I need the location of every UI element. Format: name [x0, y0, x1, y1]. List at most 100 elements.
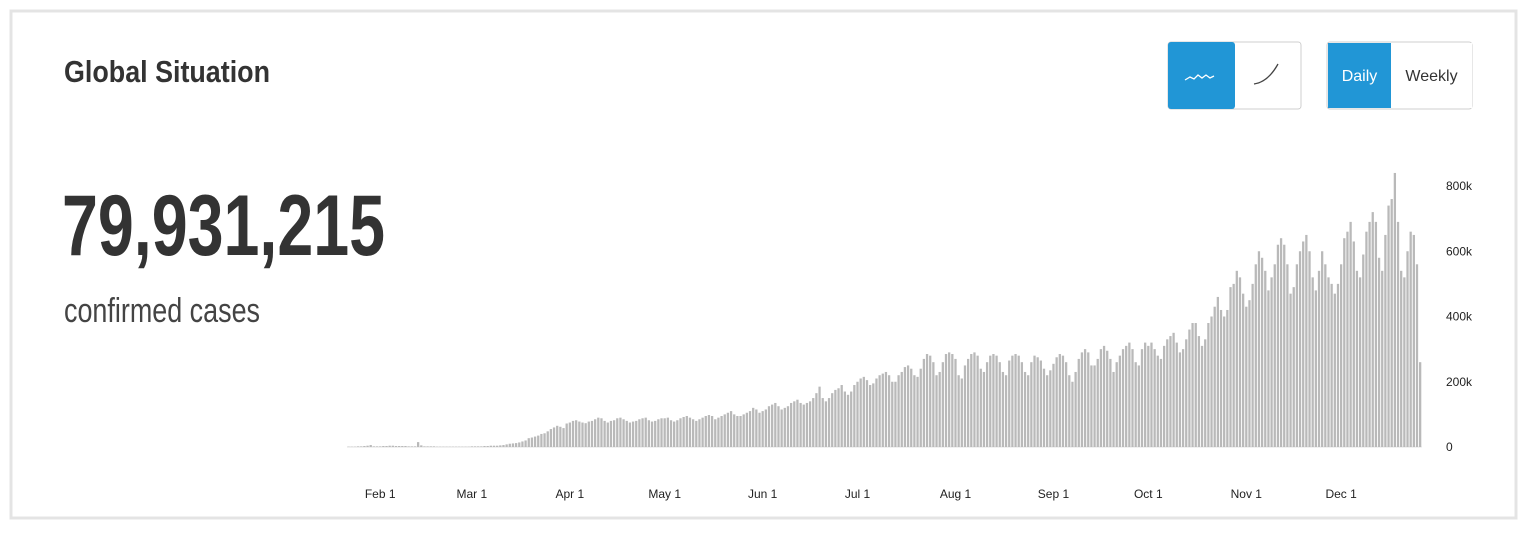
bar — [964, 365, 966, 447]
bar — [1106, 351, 1108, 447]
period-button[interactable]: Weekly — [1391, 43, 1472, 108]
bar — [1331, 284, 1333, 447]
bar — [581, 423, 583, 447]
bar — [755, 409, 757, 447]
bar — [720, 416, 722, 447]
bar — [490, 446, 492, 447]
bar — [537, 436, 539, 447]
bar — [701, 418, 703, 447]
bar — [1251, 284, 1253, 447]
bar — [970, 354, 972, 447]
bar — [847, 395, 849, 447]
bar — [578, 422, 580, 447]
bar — [531, 438, 533, 447]
bar — [385, 446, 387, 447]
bar — [1327, 277, 1329, 447]
bar — [929, 356, 931, 447]
bar — [717, 418, 719, 447]
bar — [1384, 235, 1386, 447]
bar — [524, 440, 526, 447]
bar — [989, 356, 991, 447]
bar — [1097, 359, 1099, 447]
bar — [550, 429, 552, 447]
bar — [619, 418, 621, 447]
bar — [1210, 317, 1212, 448]
bar — [1365, 232, 1367, 447]
bar — [1346, 232, 1348, 447]
bar — [487, 446, 489, 447]
bar — [901, 372, 903, 447]
bar — [1223, 317, 1225, 448]
bar — [1391, 199, 1393, 447]
bar — [401, 446, 403, 447]
bar — [986, 362, 988, 447]
bar — [967, 359, 969, 447]
bar — [758, 413, 760, 447]
x-tick-label: Apr 1 — [556, 487, 585, 501]
bar — [1413, 235, 1415, 447]
bar — [1043, 369, 1045, 447]
x-tick-label: Aug 1 — [940, 487, 972, 501]
bar — [1008, 361, 1010, 447]
bar — [1267, 290, 1269, 447]
bar — [373, 446, 375, 447]
bar — [1037, 357, 1039, 447]
bar — [357, 446, 359, 447]
total-label: confirmed cases — [64, 292, 260, 330]
bar — [1264, 271, 1266, 447]
bar — [1112, 372, 1114, 447]
bar — [916, 377, 918, 447]
log-button[interactable] — [1236, 43, 1300, 108]
bar — [992, 354, 994, 447]
bar — [610, 421, 612, 447]
x-tick-label: Mar 1 — [457, 487, 488, 501]
bar — [689, 418, 691, 447]
bar — [363, 446, 365, 447]
bar — [920, 369, 922, 447]
bar — [1214, 307, 1216, 447]
bar — [1093, 365, 1095, 447]
bar — [471, 446, 473, 447]
bar — [885, 372, 887, 447]
period-button[interactable]: Daily — [1328, 43, 1391, 108]
linear-button[interactable] — [1168, 42, 1235, 109]
bar — [1372, 212, 1374, 447]
y-tick-label: 800k — [1446, 179, 1473, 193]
bar — [664, 418, 666, 447]
bar — [1305, 235, 1307, 447]
bar — [1337, 284, 1339, 447]
bar — [1109, 359, 1111, 447]
bar — [600, 418, 602, 447]
bar — [1021, 362, 1023, 447]
bar — [1074, 372, 1076, 447]
bar — [1138, 365, 1140, 447]
bar — [1172, 333, 1174, 447]
bar — [1236, 271, 1238, 447]
bar — [733, 414, 735, 447]
bar — [1217, 297, 1219, 447]
y-tick-label: 600k — [1446, 244, 1473, 258]
bar — [932, 362, 934, 447]
bar — [853, 385, 855, 447]
bar — [1274, 264, 1276, 447]
x-tick-label: Jun 1 — [748, 487, 778, 501]
x-tick-label: May 1 — [648, 487, 681, 501]
bar — [746, 413, 748, 447]
bar — [398, 446, 400, 447]
bar — [392, 446, 394, 447]
bar — [863, 377, 865, 447]
bar — [512, 443, 514, 447]
bar — [585, 423, 587, 447]
bar — [480, 446, 482, 447]
bar — [607, 423, 609, 447]
bar — [875, 378, 877, 447]
bar — [939, 372, 941, 447]
bar — [714, 419, 716, 447]
bar — [667, 418, 669, 447]
bar — [866, 380, 868, 447]
bar — [1312, 277, 1314, 447]
bar — [1286, 264, 1288, 447]
bar — [844, 392, 846, 447]
bar — [695, 421, 697, 447]
